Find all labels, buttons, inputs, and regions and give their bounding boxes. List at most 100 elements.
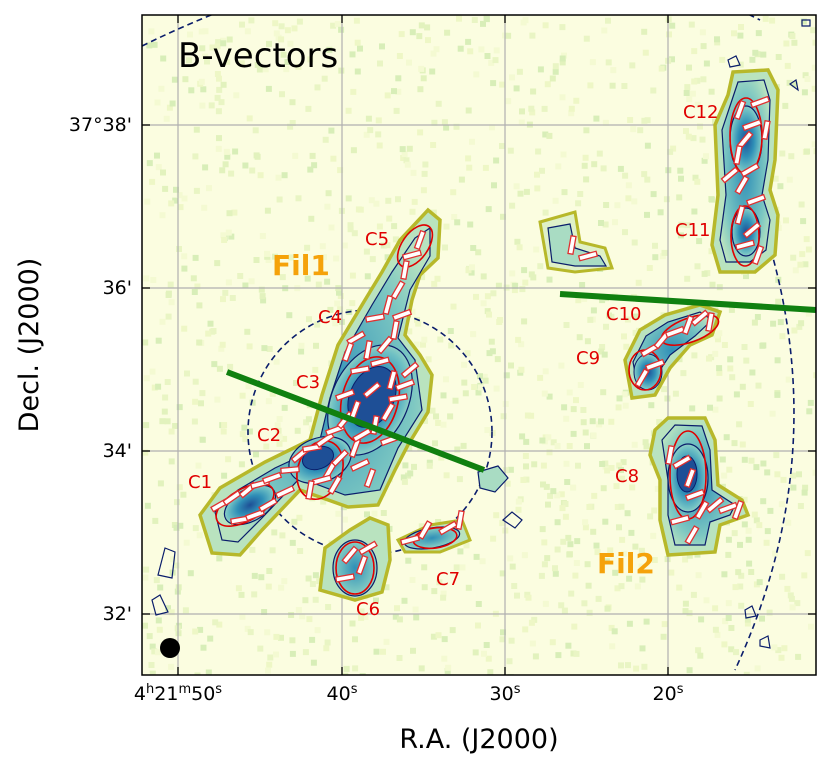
noise-pixel bbox=[751, 511, 758, 518]
noise-pixel bbox=[413, 614, 420, 621]
noise-pixel bbox=[182, 607, 189, 614]
noise-pixel bbox=[509, 74, 515, 81]
noise-pixel bbox=[721, 571, 728, 578]
noise-pixel bbox=[417, 129, 424, 136]
noise-pixel bbox=[154, 99, 161, 106]
noise-pixel bbox=[401, 478, 408, 485]
noise-pixel bbox=[727, 365, 734, 372]
noise-pixel bbox=[307, 166, 314, 173]
y-axis-label: Decl. (J2000) bbox=[14, 258, 45, 433]
noise-pixel bbox=[192, 153, 199, 160]
noise-pixel bbox=[442, 244, 448, 251]
noise-pixel bbox=[310, 659, 317, 666]
b-vector-26 bbox=[363, 339, 373, 361]
noise-pixel bbox=[792, 267, 799, 274]
noise-pixel bbox=[168, 299, 175, 306]
noise-pixel bbox=[802, 484, 809, 491]
noise-pixel bbox=[499, 570, 506, 577]
noise-pixel bbox=[678, 221, 685, 228]
noise-pixel bbox=[279, 274, 286, 281]
b-vector-69 bbox=[684, 488, 706, 502]
ellipse-c5 bbox=[396, 224, 434, 268]
noise-pixel bbox=[502, 467, 509, 474]
noise-pixel bbox=[181, 325, 188, 332]
b-vector-88 bbox=[720, 166, 740, 184]
noise-pixel bbox=[683, 128, 689, 134]
noise-pixel bbox=[534, 171, 540, 178]
noise-pixel bbox=[523, 438, 530, 445]
noise-pixel bbox=[743, 671, 750, 675]
label-c9: C9 bbox=[576, 348, 600, 369]
noise-pixel bbox=[349, 51, 356, 58]
noise-pixel bbox=[293, 380, 299, 386]
noise-pixel bbox=[157, 584, 164, 591]
noise-pixel bbox=[350, 147, 357, 154]
noise-pixel bbox=[377, 60, 383, 67]
noise-pixel bbox=[215, 39, 222, 46]
noise-pixel bbox=[772, 550, 779, 557]
noise-pixel bbox=[431, 588, 438, 595]
noise-pixel bbox=[399, 146, 406, 153]
noise-pixel bbox=[228, 170, 235, 177]
noise-pixel bbox=[712, 406, 719, 413]
noise-pixel bbox=[276, 440, 283, 447]
b-vector-65 bbox=[634, 368, 650, 388]
noise-pixel bbox=[573, 560, 580, 566]
noise-pixel bbox=[753, 517, 760, 524]
noise-pixel bbox=[244, 28, 251, 35]
noise-pixel bbox=[326, 46, 333, 53]
noise-pixel bbox=[756, 579, 763, 586]
noise-pixel bbox=[808, 623, 814, 630]
noise-pixel bbox=[352, 636, 358, 643]
noise-pixel bbox=[246, 50, 253, 56]
noise-pixel bbox=[621, 550, 628, 557]
noise-pixel bbox=[295, 607, 302, 613]
noise-pixel bbox=[328, 127, 335, 134]
noise-pixel bbox=[503, 372, 510, 379]
noise-pixel bbox=[184, 370, 190, 377]
noise-pixel bbox=[215, 108, 222, 115]
noise-pixel bbox=[289, 650, 296, 657]
noise-pixel bbox=[604, 467, 611, 474]
noise-pixel bbox=[478, 384, 484, 391]
noise-pixel bbox=[635, 279, 642, 286]
noise-pixel bbox=[725, 536, 732, 543]
noise-pixel bbox=[267, 654, 274, 661]
noise-pixel bbox=[600, 485, 607, 492]
noise-pixel bbox=[379, 43, 385, 50]
noise-pixel bbox=[581, 600, 588, 607]
noise-pixel bbox=[755, 382, 762, 389]
noise-pixel bbox=[192, 378, 199, 385]
noise-pixel bbox=[219, 341, 226, 348]
noise-pixel bbox=[539, 437, 546, 444]
noise-pixel bbox=[201, 204, 208, 211]
noise-pixel bbox=[582, 154, 589, 161]
noise-pixel bbox=[641, 28, 648, 35]
noise-pixel bbox=[573, 397, 579, 404]
noise-pixel bbox=[194, 283, 201, 290]
noise-pixel bbox=[716, 369, 723, 376]
noise-pixel bbox=[575, 462, 581, 469]
noise-pixel bbox=[499, 143, 505, 149]
noise-pixel bbox=[604, 605, 611, 612]
noise-pixel bbox=[701, 270, 708, 277]
noise-pixel bbox=[794, 600, 801, 607]
noise-pixel bbox=[434, 275, 441, 282]
noise-pixel bbox=[763, 539, 770, 546]
noise-pixel bbox=[694, 77, 701, 84]
noise-pixel bbox=[483, 642, 490, 648]
noise-pixel bbox=[453, 123, 460, 130]
noise-pixel bbox=[309, 152, 316, 159]
noise-pixel bbox=[507, 555, 514, 562]
noise-pixel bbox=[563, 415, 570, 422]
b-vector-66 bbox=[665, 444, 675, 466]
noise-pixel bbox=[641, 171, 648, 178]
noise-pixel bbox=[273, 358, 280, 365]
noise-pixel bbox=[626, 575, 633, 582]
noise-pixel bbox=[721, 342, 728, 348]
noise-pixel bbox=[253, 152, 260, 159]
noise-pixel bbox=[305, 105, 312, 112]
noise-pixel bbox=[618, 503, 625, 510]
noise-pixel bbox=[475, 389, 482, 396]
noise-pixel bbox=[779, 150, 786, 157]
